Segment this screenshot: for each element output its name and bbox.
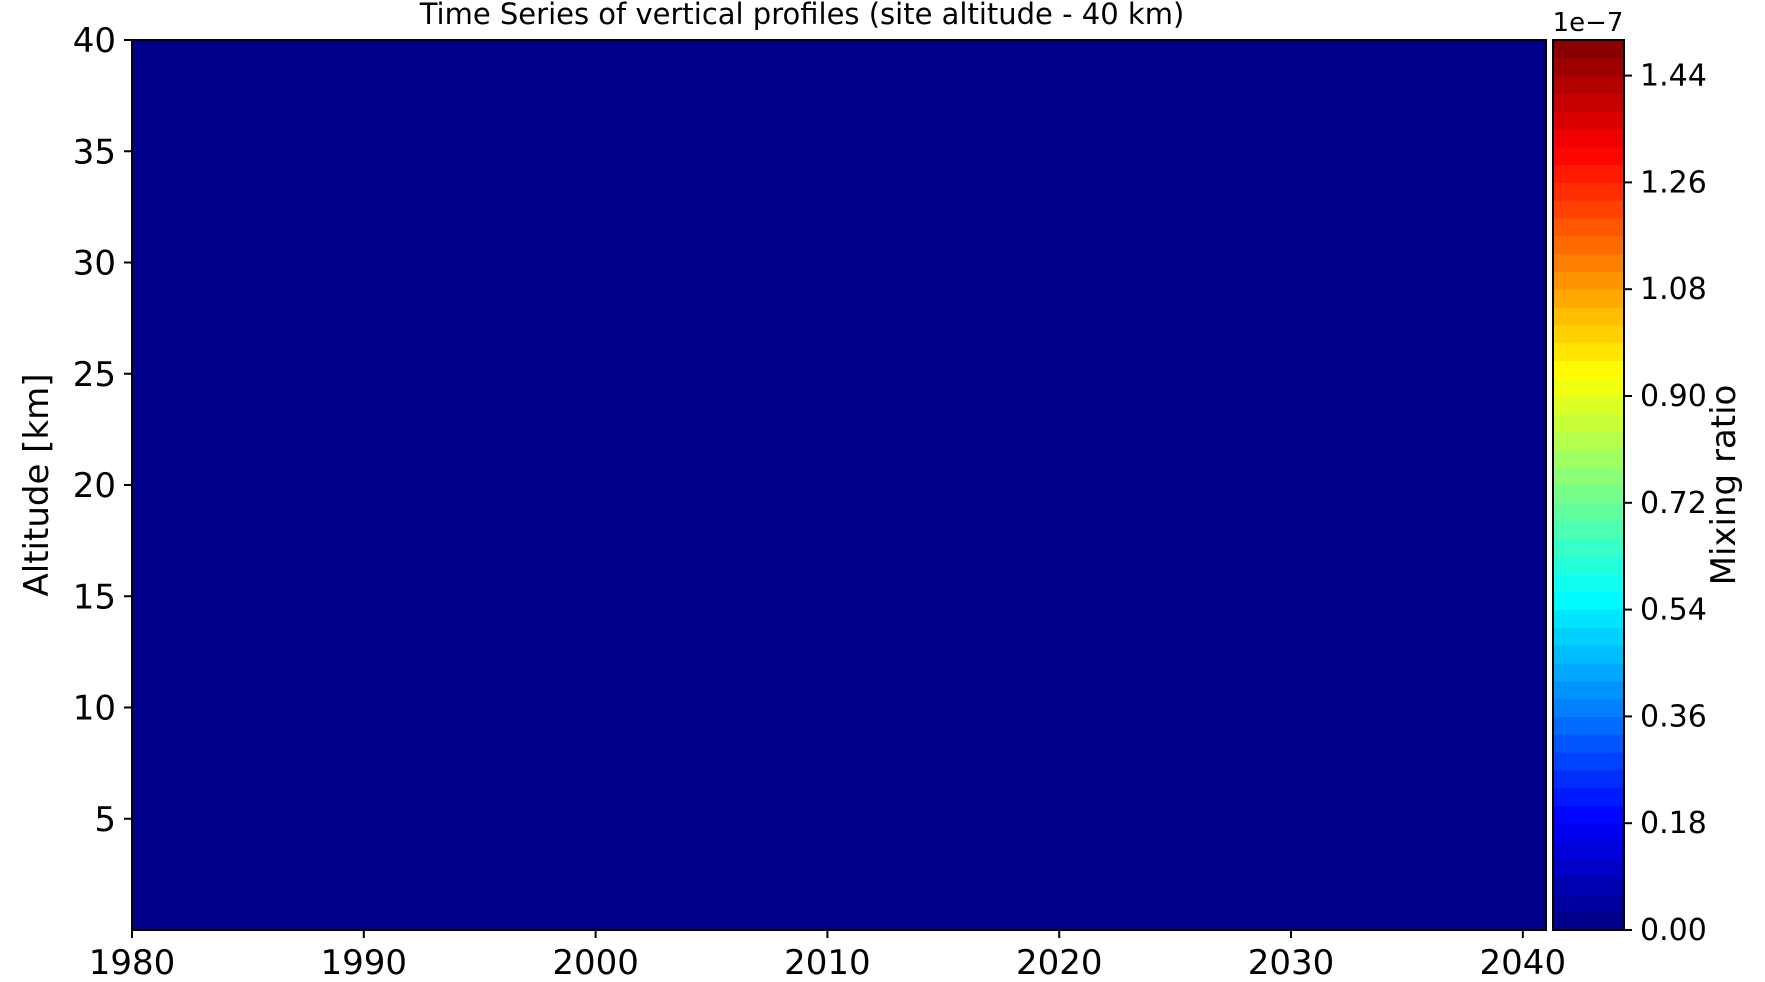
y-tick-label: 40 xyxy=(73,21,116,61)
colorbar-tick-label: 1.08 xyxy=(1640,272,1707,307)
colorbar-band xyxy=(1553,467,1624,486)
heatmap-field xyxy=(132,40,1546,930)
colorbar-band xyxy=(1553,75,1624,94)
colorbar-tick-label: 0.36 xyxy=(1640,699,1707,734)
colorbar-band xyxy=(1553,93,1624,112)
colorbar-band xyxy=(1553,342,1624,361)
colorbar-tick-label: 1.26 xyxy=(1640,165,1707,200)
colorbar: 0.00 0.18 0.36 0.54 0.72 0.90 1.08 1.26 1.44 1e−… xyxy=(1552,8,1744,948)
y-tick-label: 35 xyxy=(73,132,116,172)
colorbar-band xyxy=(1553,876,1624,895)
colorbar-band xyxy=(1553,663,1624,682)
colorbar-band xyxy=(1553,538,1624,557)
colorbar-band xyxy=(1553,40,1624,59)
colorbar-band xyxy=(1553,574,1624,593)
colorbar-band xyxy=(1553,182,1624,201)
colorbar-band xyxy=(1553,164,1624,183)
y-tick-label: 20 xyxy=(73,466,116,506)
colorbar-band xyxy=(1553,413,1624,433)
x-tick-label: 2030 xyxy=(1248,943,1335,982)
colorbar-band xyxy=(1553,841,1624,860)
x-tick-label: 2000 xyxy=(552,943,639,982)
colorbar-tick-label: 0.00 xyxy=(1640,913,1707,948)
colorbar-band xyxy=(1553,734,1624,753)
x-axis: 1980 1990 2000 2010 2020 2030 2040 xyxy=(89,930,1566,982)
colorbar-band xyxy=(1553,591,1624,611)
colorbar-band xyxy=(1553,805,1624,824)
colorbar-band xyxy=(1553,235,1624,255)
colorbar-band xyxy=(1553,253,1624,272)
colorbar-band xyxy=(1553,912,1624,931)
colorbar-band xyxy=(1553,129,1624,148)
y-tick-label: 10 xyxy=(73,689,116,729)
colorbar-bands xyxy=(1553,40,1624,931)
colorbar-band xyxy=(1553,449,1624,468)
colorbar-band xyxy=(1553,57,1624,77)
colorbar-frame xyxy=(1552,39,1625,931)
colorbar-band xyxy=(1553,627,1624,646)
chart-title: Time Series of vertical profiles (site a… xyxy=(419,0,1185,31)
colorbar-band xyxy=(1553,218,1624,237)
colorbar-band xyxy=(1553,787,1624,806)
x-tick-label: 2040 xyxy=(1480,943,1567,982)
y-tick-label: 25 xyxy=(73,355,116,395)
colorbar-band xyxy=(1553,645,1624,664)
colorbar-band xyxy=(1553,556,1624,575)
colorbar-band xyxy=(1553,271,1624,290)
colorbar-band xyxy=(1553,289,1624,308)
colorbar-band xyxy=(1553,520,1624,539)
x-tick-label: 2020 xyxy=(1016,943,1103,982)
colorbar-band xyxy=(1553,360,1624,379)
colorbar-band xyxy=(1553,396,1624,415)
y-axis-label: Altitude [km] xyxy=(17,373,57,596)
colorbar-band xyxy=(1553,858,1624,878)
y-axis: 5 10 15 20 25 30 35 40 xyxy=(73,21,132,840)
colorbar-tick-label: 0.90 xyxy=(1640,379,1707,414)
colorbar-band xyxy=(1553,146,1624,166)
colorbar-band xyxy=(1553,378,1624,397)
colorbar-band xyxy=(1553,823,1624,842)
colorbar-band xyxy=(1553,307,1624,326)
colorbar-band xyxy=(1553,200,1624,219)
x-tick-label: 1980 xyxy=(89,943,176,982)
colorbar-offset-text: 1e−7 xyxy=(1553,8,1624,38)
colorbar-tick-label: 1.44 xyxy=(1640,59,1707,94)
colorbar-band xyxy=(1553,716,1624,735)
colorbar-band xyxy=(1553,752,1624,771)
y-tick-label: 15 xyxy=(73,577,116,617)
colorbar-band xyxy=(1553,680,1624,700)
colorbar-band xyxy=(1553,698,1624,717)
colorbar-band xyxy=(1553,502,1624,522)
plot-area xyxy=(131,39,1547,931)
colorbar-band xyxy=(1553,111,1624,130)
y-tick-label: 5 xyxy=(94,800,116,840)
colorbar-tick-label: 0.18 xyxy=(1640,806,1707,841)
colorbar-band xyxy=(1553,324,1624,344)
colorbar-label: Mixing ratio xyxy=(1704,385,1744,586)
colorbar-band xyxy=(1553,431,1624,450)
colorbar-band xyxy=(1553,485,1624,504)
y-tick-label: 30 xyxy=(73,244,116,284)
colorbar-tick-label: 0.72 xyxy=(1640,486,1707,521)
colorbar-tick-label: 0.54 xyxy=(1640,593,1707,628)
colorbar-ticks: 0.00 0.18 0.36 0.54 0.72 0.90 1.08 1.26 1.44 xyxy=(1624,59,1707,948)
x-tick-label: 1990 xyxy=(321,943,408,982)
x-tick-label: 2010 xyxy=(784,943,871,982)
colorbar-band xyxy=(1553,609,1624,628)
colorbar-band xyxy=(1553,894,1624,913)
colorbar-band xyxy=(1553,769,1624,789)
